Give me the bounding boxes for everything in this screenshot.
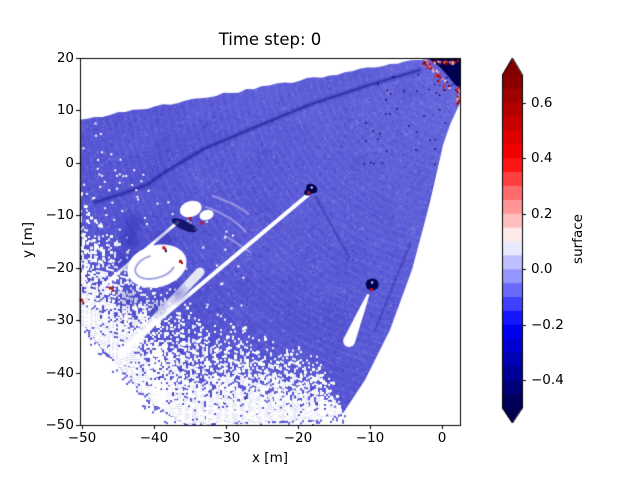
y-tick-label: −10: [45, 207, 75, 224]
x-tick-label: −10: [355, 430, 385, 446]
colorbar-tick-label: 0.2: [531, 205, 553, 222]
x-tick-label: −30: [211, 430, 241, 446]
y-tick-label: 0: [65, 154, 74, 171]
x-tick-label: 0: [437, 430, 447, 446]
colorbar-tick-label: −0.2: [531, 316, 564, 333]
y-tick-label: −20: [45, 259, 75, 276]
x-axis-label: x [m]: [252, 450, 288, 466]
x-tick-label: −50: [67, 430, 97, 446]
x-tick-label: −40: [139, 430, 169, 446]
colorbar-tick-label: −0.4: [531, 372, 564, 389]
y-axis-label: y [m]: [20, 222, 36, 258]
colorbar-tick-label: 0.6: [531, 94, 553, 111]
y-tick-label: −50: [45, 417, 75, 433]
colorbar-tick-label: 0.0: [531, 261, 553, 278]
y-tick-label: −30: [45, 312, 75, 329]
x-tick-label: −20: [283, 430, 313, 446]
plot-title: Time step: 0: [218, 30, 322, 49]
colorbar-tick-label: 0.4: [531, 150, 553, 167]
y-tick-label: 20: [56, 50, 74, 66]
colorbar-label: surface: [570, 214, 586, 264]
y-tick-label: −40: [45, 364, 75, 381]
y-tick-label: 10: [56, 102, 74, 119]
